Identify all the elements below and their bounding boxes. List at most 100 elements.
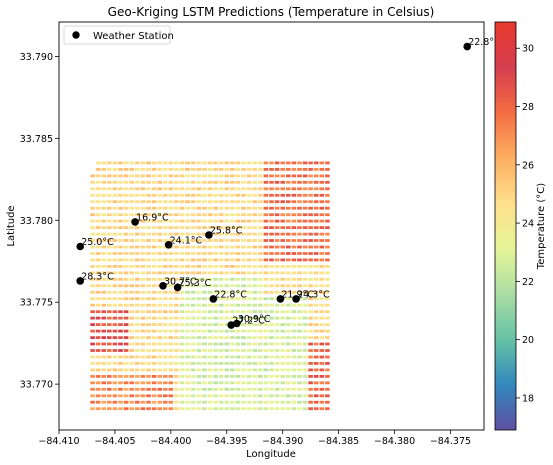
grid-cell bbox=[313, 168, 319, 171]
grid-cell bbox=[280, 239, 285, 242]
grid-cell bbox=[313, 219, 319, 223]
grid-cell bbox=[151, 394, 157, 398]
grid-cell bbox=[258, 355, 263, 359]
grid-cell bbox=[118, 316, 123, 320]
grid-cell bbox=[163, 336, 168, 339]
grid-cell bbox=[258, 271, 263, 275]
grid-cell bbox=[291, 310, 297, 314]
grid-cell bbox=[185, 342, 190, 346]
grid-cell bbox=[129, 232, 134, 236]
grid-cell bbox=[163, 329, 168, 333]
grid-cell bbox=[101, 174, 106, 178]
grid-cell bbox=[196, 271, 202, 275]
grid-cell bbox=[218, 226, 224, 229]
grid-cell bbox=[174, 381, 179, 385]
grid-cell bbox=[123, 206, 129, 210]
grid-cell bbox=[308, 219, 313, 223]
grid-cell bbox=[123, 168, 129, 171]
grid-cell bbox=[190, 394, 196, 398]
grid-cell bbox=[151, 284, 157, 288]
grid-cell bbox=[146, 265, 151, 268]
grid-cell bbox=[319, 168, 325, 171]
grid-cell bbox=[246, 323, 252, 326]
grid-cell bbox=[235, 200, 241, 204]
grid-cell bbox=[325, 310, 330, 314]
grid-cell bbox=[258, 161, 263, 165]
grid-cell bbox=[218, 323, 224, 326]
grid-cell bbox=[308, 394, 313, 398]
grid-cell bbox=[157, 381, 162, 385]
grid-cell bbox=[325, 323, 330, 326]
grid-cell bbox=[291, 303, 297, 307]
grid-cell bbox=[157, 232, 162, 236]
grid-cell bbox=[269, 336, 274, 339]
grid-cell bbox=[95, 284, 101, 288]
grid-cell bbox=[274, 349, 280, 352]
grid-cell bbox=[252, 213, 257, 217]
grid-cell bbox=[218, 168, 224, 171]
grid-cell bbox=[313, 342, 319, 346]
grid-cell bbox=[196, 252, 202, 255]
grid-cell bbox=[123, 362, 129, 365]
grid-cell bbox=[112, 239, 118, 242]
grid-cell bbox=[263, 375, 269, 378]
grid-cell bbox=[325, 290, 330, 294]
grid-cell bbox=[168, 161, 174, 165]
grid-cell bbox=[123, 284, 129, 288]
grid-cell bbox=[123, 200, 129, 204]
grid-cell bbox=[213, 400, 218, 404]
grid-cell bbox=[112, 336, 118, 339]
grid-cell bbox=[325, 394, 330, 398]
x-tick-label: −84.390 bbox=[262, 436, 303, 447]
grid-cell bbox=[163, 245, 168, 249]
grid-cell bbox=[151, 290, 157, 294]
grid-cell bbox=[196, 219, 202, 223]
grid-cell bbox=[185, 316, 190, 320]
grid-cell bbox=[179, 316, 185, 320]
grid-cell bbox=[218, 271, 224, 275]
grid-cell bbox=[213, 323, 218, 326]
grid-cell bbox=[163, 200, 168, 204]
grid-cell bbox=[286, 258, 291, 262]
grid-cell bbox=[308, 252, 313, 255]
grid-cell bbox=[151, 239, 157, 242]
grid-cell bbox=[218, 310, 224, 314]
grid-cell bbox=[202, 290, 207, 294]
grid-cell bbox=[224, 297, 230, 301]
grid-cell bbox=[146, 245, 151, 249]
grid-cell bbox=[90, 213, 95, 217]
grid-cell bbox=[179, 252, 185, 255]
grid-cell bbox=[174, 206, 179, 210]
grid-cell bbox=[146, 336, 151, 339]
grid-cell bbox=[263, 161, 269, 165]
grid-cell bbox=[241, 226, 246, 229]
grid-cell bbox=[319, 394, 325, 398]
grid-cell bbox=[213, 168, 218, 171]
grid-cell bbox=[135, 349, 140, 352]
grid-cell bbox=[297, 349, 302, 352]
grid-cell bbox=[135, 290, 140, 294]
grid-cell bbox=[101, 375, 106, 378]
grid-cell bbox=[207, 290, 213, 294]
grid-cell bbox=[190, 219, 196, 223]
grid-cell bbox=[179, 394, 185, 398]
grid-cell bbox=[263, 206, 269, 210]
grid-cell bbox=[202, 362, 207, 365]
colorbar-tick-label: 26 bbox=[522, 160, 534, 171]
grid-cell bbox=[286, 297, 291, 301]
grid-cell bbox=[129, 336, 134, 339]
grid-cell bbox=[291, 180, 297, 184]
grid-cell bbox=[196, 368, 202, 372]
grid-cell bbox=[291, 206, 297, 210]
grid-cell bbox=[241, 187, 246, 191]
grid-cell bbox=[129, 323, 134, 326]
grid-cell bbox=[101, 193, 106, 197]
grid-cell bbox=[325, 174, 330, 178]
grid-cell bbox=[190, 284, 196, 288]
grid-cell bbox=[129, 239, 134, 242]
grid-cell bbox=[140, 232, 146, 236]
grid-cell bbox=[213, 252, 218, 255]
grid-cell bbox=[140, 168, 146, 171]
grid-cell bbox=[218, 407, 224, 411]
